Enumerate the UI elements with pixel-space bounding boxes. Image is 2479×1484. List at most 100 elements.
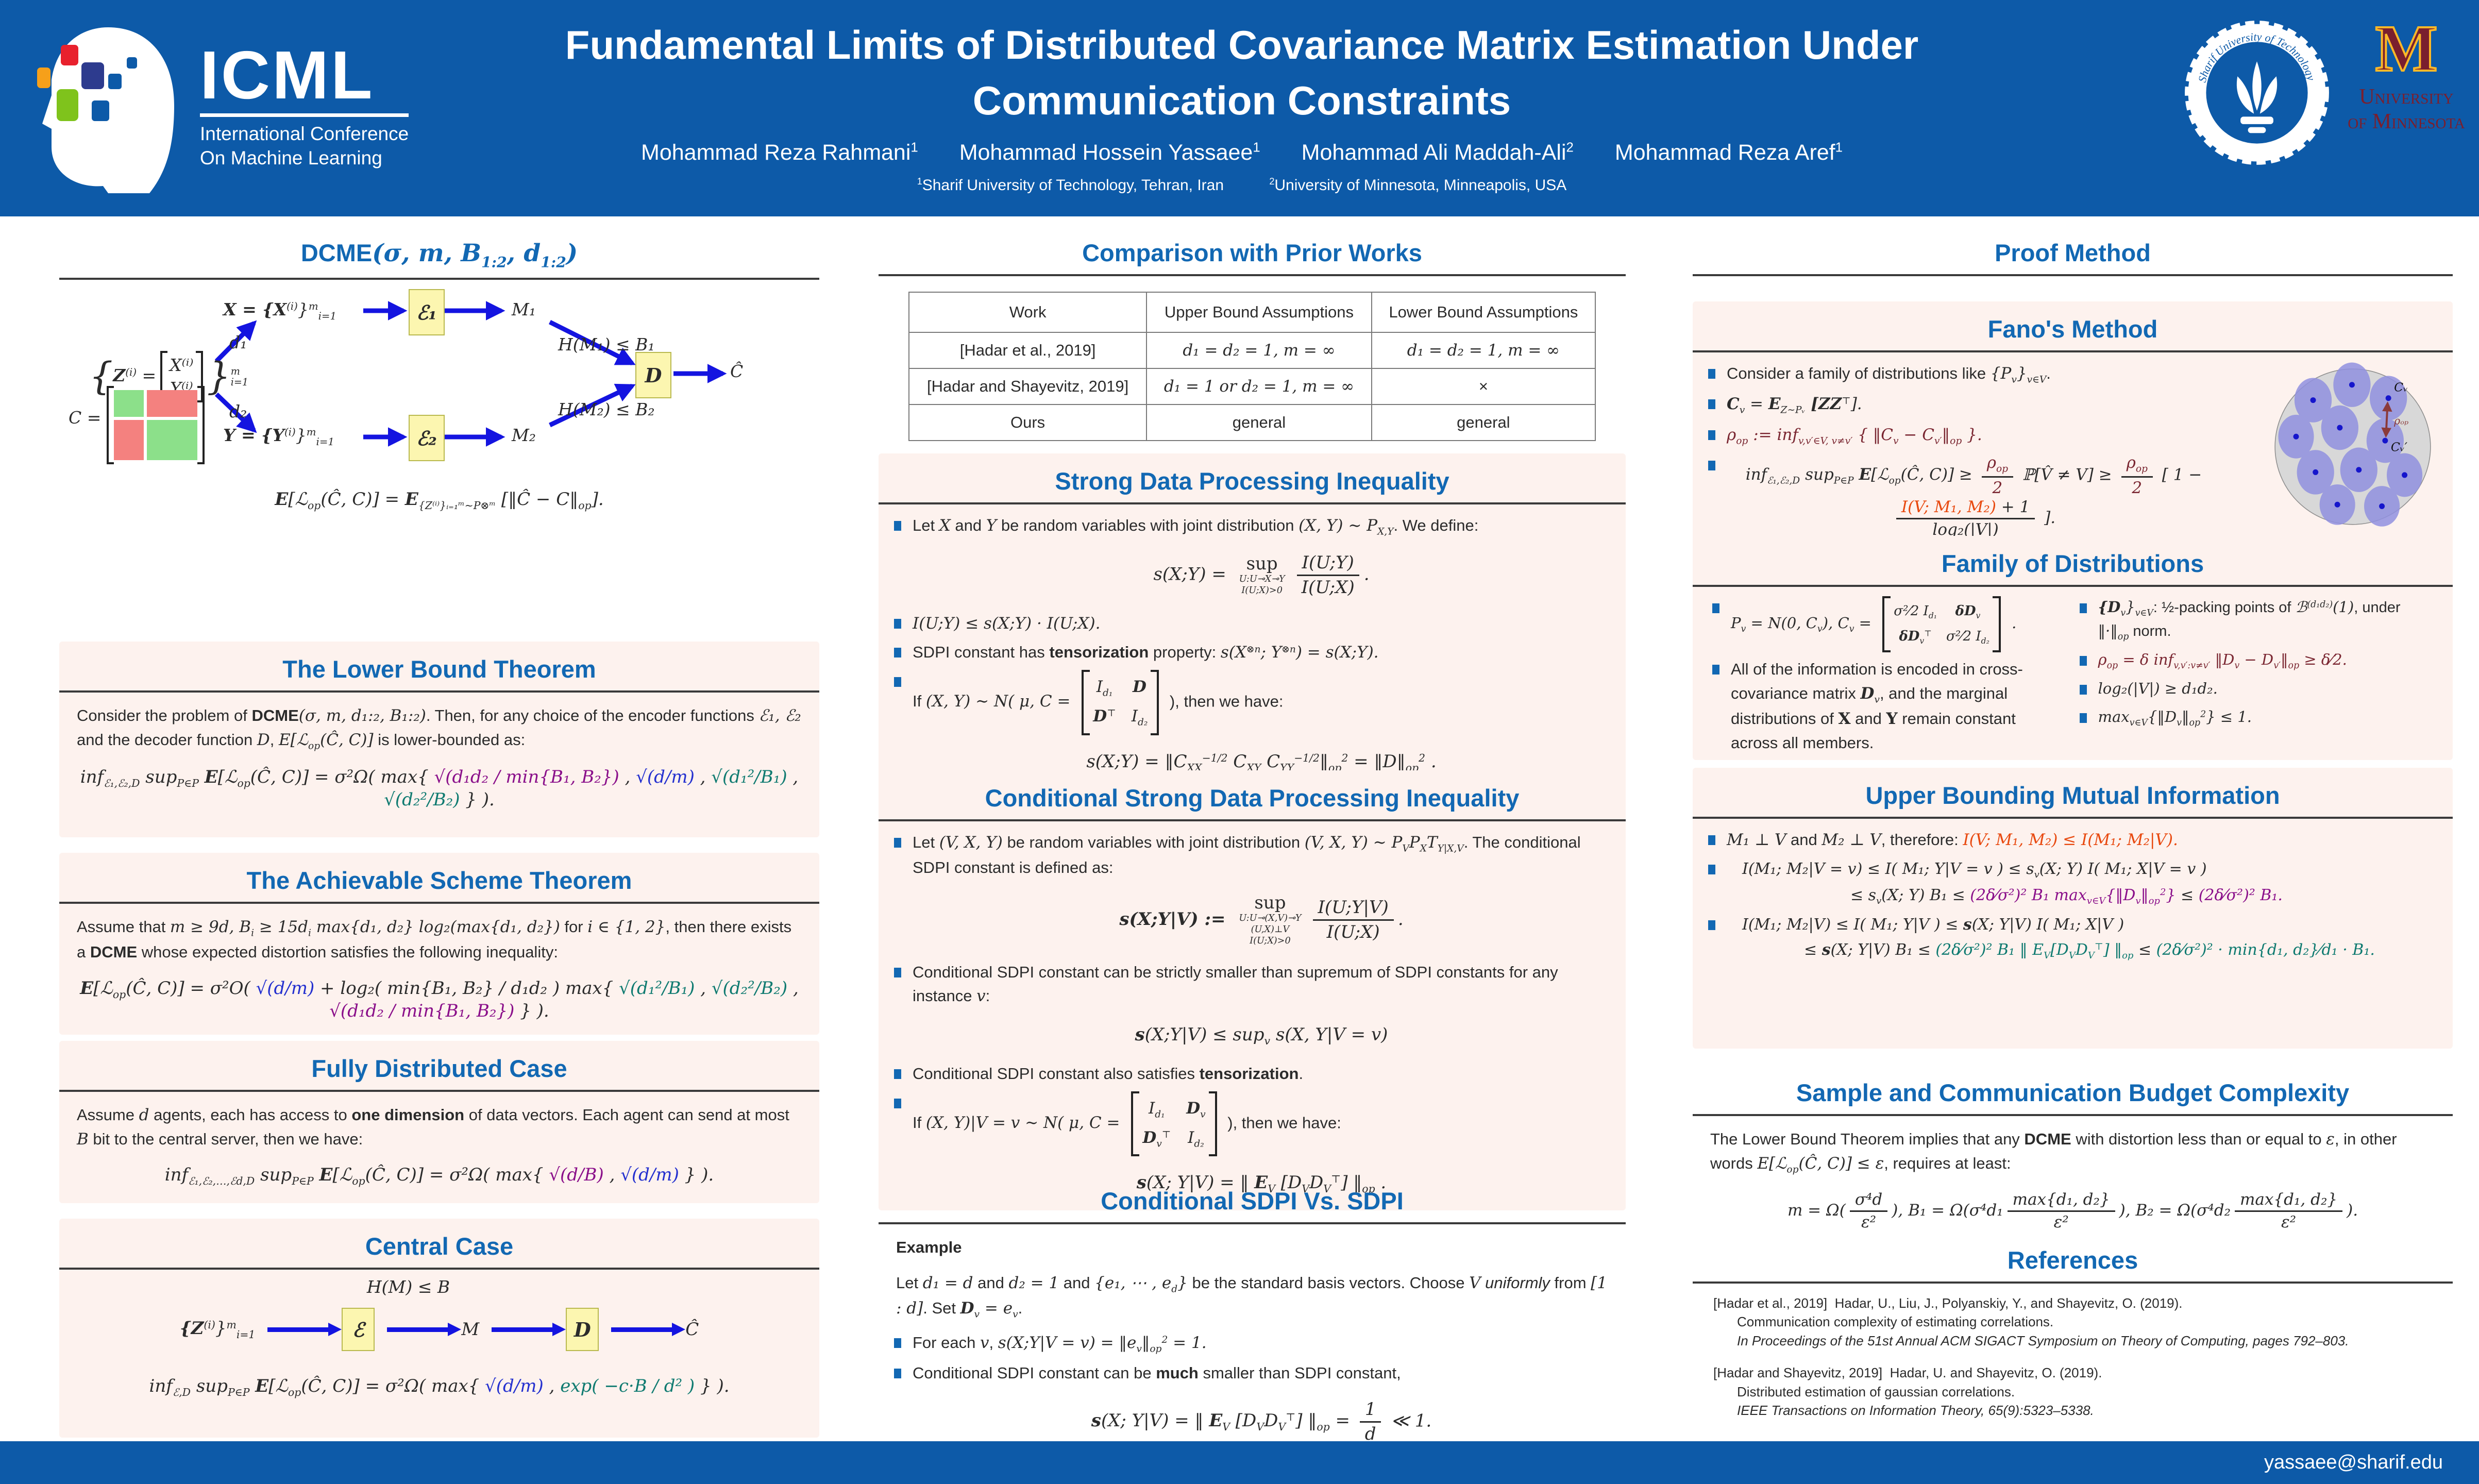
- section-central-case: Central Case H(M) ≤ B {Z(i)}mi=1 ℰ M D Ĉ…: [59, 1219, 819, 1438]
- divider: [879, 274, 1626, 276]
- arrow-right-icon: [267, 1322, 342, 1336]
- fano-inequality: infℰ₁,ℰ₂,D supP∈P E[ℒop(Ĉ, C)] ≥ ρop 2 ℙ[…: [1745, 453, 2202, 539]
- encoder-box: ℰ: [342, 1308, 375, 1351]
- section-references: References [Hadar et al., 2019] Hadar, U…: [1693, 1242, 2453, 1435]
- section-sdpi: Strong Data Processing Inequality Let X …: [879, 453, 1626, 789]
- dcme-arrows: [214, 301, 727, 447]
- author: Mohammad Ali Maddah-Ali2: [1301, 140, 1574, 165]
- budget-formula: m = Ω(σ⁴d ε²), B₁ = Ω(σ⁴d₁ max{d₁, d₂} ε²),…: [1787, 1190, 2358, 1232]
- decoder-box: D: [635, 352, 671, 399]
- university-of-minnesota-logo: M University of Minnesota: [2342, 12, 2471, 134]
- section-title: Sample and Communication Budget Complexi…: [1796, 1079, 2350, 1106]
- icml-head-icon: [37, 27, 174, 193]
- packing-diagram: Cᵥ ρₒₚ Cᵥ′: [2274, 362, 2431, 527]
- lower-bound-formula: infℰ₁,ℰ₂,D supP∈P E[ℒop(Ĉ, C)] = σ²Ω( ma…: [80, 766, 799, 810]
- author: Mohammad Hossein Yassaee1: [959, 140, 1260, 165]
- divider: [59, 690, 819, 693]
- family-gaussian: Pv = N(0, Cv), Cv = σ²⁄2 Id₁ δDv δDv⊤ σ²⁄2 …: [1712, 596, 2051, 653]
- divider: [1693, 585, 2453, 587]
- family-information: All of the information is encoded in cro…: [1712, 657, 2051, 755]
- central-case-diagram: H(M) ≤ B {Z(i)}mi=1 ℰ M D Ĉ: [64, 1277, 814, 1351]
- section-upper-bounding-mi: Upper Bounding Mutual Information M₁ ⊥ V…: [1693, 768, 2453, 1049]
- section-title: Central Case: [365, 1233, 514, 1260]
- sdpi-gaussian-case: If (X, Y) ∼ N( μ, C = Id₁ D D⊤ Id₂ ), then …: [894, 669, 1610, 775]
- budget-statement: The Lower Bound Theorem implies that any…: [1710, 1130, 2397, 1175]
- section-title: Fully Distributed Case: [311, 1055, 567, 1082]
- icml-logo: ICML International Conference On Machine…: [31, 18, 409, 193]
- cond-sdpi-tensorization: Conditional SDPI constant also satisfies…: [894, 1062, 1610, 1086]
- affiliation: 1Sharif University of Technology, Tehran…: [917, 176, 1224, 194]
- cond-sdpi-intro: Let (V, X, Y) be random variables with j…: [894, 831, 1610, 947]
- section-fanos-method: Fano's Method Consider a family of distr…: [1693, 301, 2453, 553]
- section-title: The Achievable Scheme Theorem: [246, 867, 632, 894]
- message-label: M: [461, 1319, 480, 1340]
- column-header-upper: Upper Bound Assumptions: [1146, 292, 1372, 333]
- section-title: Conditional SDPI Vs. SDPI: [1101, 1187, 1404, 1215]
- umn-monogram: M: [2374, 12, 2439, 85]
- section-conditional-sdpi: Conditional Strong Data Processing Inequ…: [879, 770, 1626, 1211]
- z-samples-label: {Z(i)}mi=1: [179, 1318, 256, 1341]
- section-dcme-model: DCME(σ, m, B1:2, d1:2): [59, 234, 819, 525]
- covariance-matrix-blocks: [107, 386, 205, 465]
- family-max-norm: maxv∈V{‖Dv‖op2} ≤ 1.: [2079, 706, 2434, 730]
- message2-label: M₂: [512, 425, 536, 446]
- expected-loss-definition: E[ℒop(Ĉ, C)] = E{Z⁽ⁱ⁾}ᵢ₌₁ᵐ∼P⊗ᵐ [‖Ĉ − C‖o…: [275, 489, 604, 512]
- rate2-constraint: H(M₂) ≤ B₂: [558, 399, 655, 420]
- example-setup: Let d₁ = d and d₂ = 1 and {e₁, ⋯ , ed} b…: [896, 1273, 1607, 1320]
- icml-subtitle: International Conference On Machine Lear…: [200, 123, 409, 168]
- column-header-lower: Lower Bound Assumptions: [1371, 292, 1596, 333]
- d1-label: d₁: [229, 332, 247, 353]
- message1-label: M₁: [512, 299, 536, 320]
- section-title: Comparison with Prior Works: [1082, 239, 1422, 266]
- section-family-of-distributions: Family of Distributions Pv = N(0, Cv), C…: [1693, 536, 2453, 761]
- ubmi-conditional-chain: I(M₁; M₂|V) ≤ I( M₁; Y|V ) ≤ s(X; Y|V) I…: [1708, 913, 2437, 963]
- fully-distributed-statement: Assume d agents, each has access to one …: [77, 1106, 789, 1149]
- author: Mohammad Reza Rahmani1: [641, 140, 918, 165]
- section-title: References: [2007, 1246, 2138, 1274]
- example-much-smaller: Conditional SDPI constant can be much sm…: [894, 1361, 1610, 1444]
- sdpi-tensorization: SDPI constant has tensorization property…: [894, 640, 1610, 665]
- arrow-right-icon: [611, 1322, 686, 1336]
- section-proof-method: Proof Method: [1693, 234, 2453, 286]
- section-conditional-vs-sdpi: Conditional SDPI Vs. SDPI Example Let d₁…: [879, 1183, 1626, 1458]
- fano-covariance: Cv = EZ∼Pᵥ [ZZ⊤].: [1708, 392, 2252, 417]
- block-green: [147, 420, 197, 461]
- ubmi-pointwise-chain: I(M₁; M₂|V = v) ≤ I( M₁; Y|V = v ) ≤ sv(…: [1708, 857, 2437, 908]
- affiliation-list: 1Sharif University of Technology, Tehran…: [474, 176, 2010, 194]
- y-definition: Y = {Y(i)}mi=1: [223, 425, 334, 448]
- section-title: Strong Data Processing Inequality: [1055, 467, 1449, 495]
- poster-title-line2: Communication Constraints: [972, 78, 1511, 123]
- table-header-row: Work Upper Bound Assumptions Lower Bound…: [908, 292, 1596, 333]
- section-title: The Lower Bound Theorem: [282, 655, 596, 683]
- table-row: [Hadar and Shayevitz, 2019] d₁ = 1 or d₂ …: [908, 368, 1596, 405]
- section-title: Fano's Method: [1987, 315, 2158, 343]
- encoder2-box: ℰ₂: [409, 415, 445, 462]
- section-title: Conditional Strong Data Processing Inequ…: [985, 784, 1520, 812]
- section-title: Upper Bounding Mutual Information: [1865, 782, 2280, 809]
- author-list: Mohammad Reza Rahmani1 Mohammad Hossein …: [474, 140, 2010, 165]
- section-lower-bound-theorem: The Lower Bound Theorem Consider the pro…: [59, 642, 819, 837]
- divider: [879, 502, 1626, 504]
- encoder1-box: ℰ₁: [409, 289, 445, 336]
- fano-rho-definition: ρop := infv,v′∈V, v≠v′ { ‖Cv − Cv′‖op }.: [1708, 423, 2252, 448]
- example-label: Example: [896, 1238, 962, 1256]
- svg-text:Cᵥ: Cᵥ: [2394, 380, 2408, 394]
- block-red: [114, 420, 144, 461]
- header-banner: ICML International Conference On Machine…: [0, 0, 2479, 216]
- decoder-box: D: [566, 1308, 599, 1351]
- c-hat-label: Ĉ: [730, 361, 744, 382]
- sdpi-intro: Let X and Y be random variables with joi…: [894, 514, 1610, 598]
- sharif-university-seal: Sharif University of Technology: [2182, 18, 2332, 170]
- section-budget-complexity: Sample and Communication Budget Complexi…: [1693, 1074, 2453, 1245]
- divider: [1693, 817, 2453, 819]
- icml-wordmark: ICML: [200, 41, 409, 117]
- fully-distributed-formula: infℰ₁,ℰ₂,…,ℰd,D supP∈P E[ℒop(Ĉ, C)] = σ²…: [164, 1165, 714, 1188]
- sdpi-inequality: I(U;Y) ≤ s(X;Y) · I(U;X).: [894, 612, 1610, 636]
- reference-item: [Hadar et al., 2019] Hadar, U., Liu, J.,…: [1713, 1295, 2349, 1348]
- family-rho: ρop = δ infv,v′:v≠v′ ‖Dv − Dv′‖op ≥ δ⁄2.: [2079, 649, 2434, 672]
- poster-title-line1: Fundamental Limits of Distributed Covari…: [565, 22, 1919, 68]
- divider: [879, 1222, 1626, 1224]
- arrow-right-icon: [387, 1322, 462, 1336]
